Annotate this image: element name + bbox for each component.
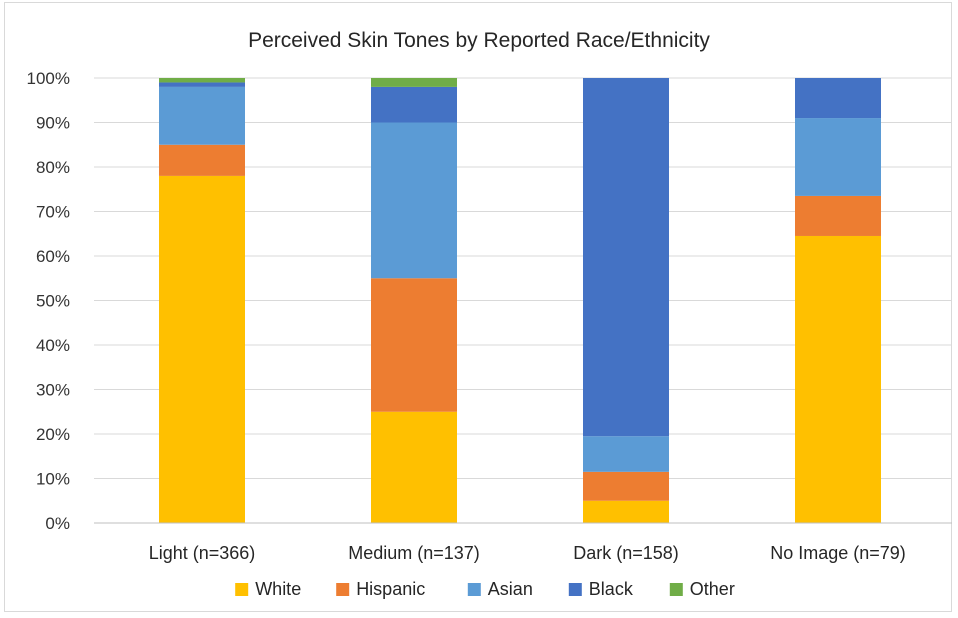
legend-item-white: White: [235, 579, 301, 599]
bar-segment-white: [371, 411, 457, 523]
legend-label: Asian: [488, 579, 533, 599]
bar-segment-hispanic: [371, 278, 457, 412]
bar-segment-other: [159, 78, 245, 83]
bar-segment-black: [583, 78, 669, 437]
y-tick-label: 10%: [36, 470, 70, 489]
bar-segment-black: [795, 78, 881, 119]
legend-item-black: Black: [568, 579, 634, 599]
bar-segment-asian: [159, 86, 245, 145]
bar-segment-black: [159, 82, 245, 87]
legend-item-asian: Asian: [467, 579, 533, 599]
bar-segment-hispanic: [583, 471, 669, 501]
y-tick-label: 80%: [36, 158, 70, 177]
bars: [159, 78, 881, 523]
bar-segment-white: [583, 500, 669, 523]
legend-swatch: [467, 583, 481, 596]
x-tick-label: Medium (n=137): [348, 543, 480, 563]
legend-label: White: [255, 579, 301, 599]
legend-swatch: [336, 583, 350, 596]
legend-swatch: [568, 583, 582, 596]
y-tick-label: 90%: [36, 114, 70, 133]
y-tick-label: 30%: [36, 381, 70, 400]
bar-segment-other: [371, 78, 457, 87]
bar-segment-white: [159, 175, 245, 523]
x-tick-label: Light (n=366): [149, 543, 256, 563]
bar-segment-hispanic: [795, 195, 881, 236]
y-tick-label: 60%: [36, 247, 70, 266]
bar-segment-black: [371, 86, 457, 123]
legend-swatch: [235, 583, 249, 596]
bar-segment-hispanic: [159, 144, 245, 176]
legend-label: Other: [690, 579, 735, 599]
bar-segment-asian: [583, 436, 669, 472]
legend: White Hispanic Asian Black Other: [235, 579, 735, 599]
legend-swatch: [669, 583, 683, 596]
bar-segment-asian: [371, 122, 457, 279]
legend-item-other: Other: [669, 579, 735, 599]
x-tick-label: No Image (n=79): [770, 543, 906, 563]
bar-segment-asian: [795, 118, 881, 196]
x-axis: Light (n=366) Medium (n=137) Dark (n=158) N…: [94, 522, 952, 563]
y-tick-label: 0%: [45, 514, 70, 533]
legend-label: Hispanic: [356, 579, 425, 599]
legend-label: Black: [589, 579, 634, 599]
legend-item-hispanic: Hispanic: [336, 579, 425, 599]
chart-title: Perceived Skin Tones by Reported Race/Et…: [248, 29, 710, 52]
y-tick-label: 40%: [36, 336, 70, 355]
y-tick-label: 70%: [36, 203, 70, 222]
y-tick-label: 50%: [36, 292, 70, 311]
y-tick-label: 100%: [27, 69, 70, 88]
x-tick-label: Dark (n=158): [573, 543, 679, 563]
y-tick-label: 20%: [36, 425, 70, 444]
bar-segment-white: [795, 235, 881, 523]
y-axis-ticks: 0% 10% 20% 30% 40% 50% 60% 70% 80% 90% 100%: [27, 69, 70, 533]
